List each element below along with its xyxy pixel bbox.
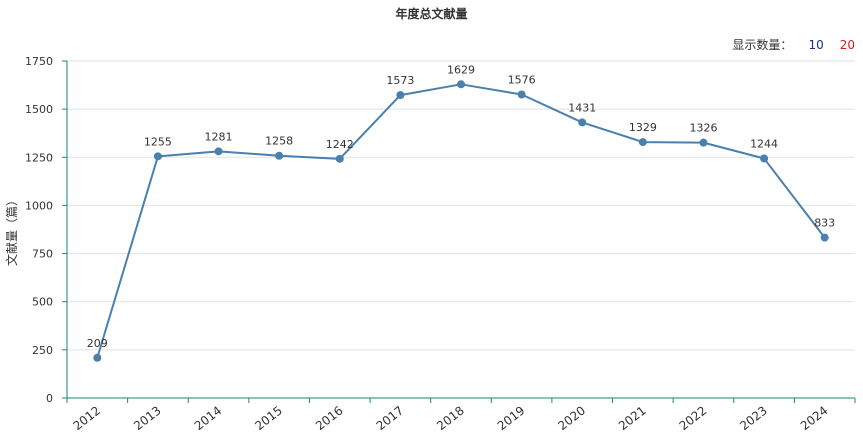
data-label: 1431 bbox=[568, 101, 596, 114]
y-tick-labels: 0 250 500 750 1000 1250 1500 1750 bbox=[25, 55, 53, 405]
count-option-10[interactable]: 10 bbox=[808, 37, 824, 52]
x-tick-labels: 2012 2013 2014 2015 2016 2017 2018 2019 2020 2021… bbox=[70, 403, 830, 433]
data-label: 1576 bbox=[508, 74, 536, 87]
data-point bbox=[517, 90, 526, 99]
y-tick-label: 500 bbox=[32, 296, 53, 309]
data-label: 209 bbox=[87, 337, 108, 350]
data-label: 1242 bbox=[326, 138, 354, 151]
x-tick-label: 2023 bbox=[737, 403, 770, 433]
x-tick-label: 2024 bbox=[798, 403, 831, 433]
display-count-label: 显示数量： bbox=[732, 38, 793, 52]
data-labels: 209 1255 1281 1258 1242 1573 1629 1576 1431 1329 1… bbox=[87, 63, 835, 349]
data-point bbox=[820, 233, 829, 242]
data-label: 833 bbox=[814, 217, 835, 230]
data-point bbox=[578, 118, 587, 127]
x-tick-label: 2020 bbox=[555, 403, 588, 433]
data-point bbox=[457, 80, 465, 89]
data-label: 1629 bbox=[447, 63, 475, 76]
data-label: 1258 bbox=[265, 135, 293, 148]
display-count-selector: 显示数量： 10 20 bbox=[732, 36, 855, 53]
data-label: 1326 bbox=[689, 122, 717, 135]
y-tick-label: 250 bbox=[32, 344, 53, 357]
data-point bbox=[214, 147, 223, 156]
data-point bbox=[638, 138, 647, 147]
series bbox=[93, 80, 829, 362]
data-point bbox=[153, 152, 162, 161]
data-label: 1281 bbox=[205, 130, 233, 143]
data-label: 1329 bbox=[629, 121, 657, 134]
y-tick-label: 750 bbox=[32, 248, 53, 261]
y-tick-label: 1750 bbox=[25, 55, 53, 68]
axes bbox=[62, 60, 856, 403]
y-axis-label: 文献量（篇） bbox=[4, 194, 19, 266]
x-tick-label: 2013 bbox=[131, 403, 164, 433]
y-tick-label: 1250 bbox=[25, 151, 53, 164]
x-tick-label: 2017 bbox=[374, 403, 407, 433]
y-tick-label: 0 bbox=[46, 392, 53, 405]
x-tick-label: 2016 bbox=[313, 403, 346, 433]
data-label: 1255 bbox=[144, 135, 172, 148]
x-tick-label: 2014 bbox=[192, 403, 225, 433]
data-point bbox=[760, 154, 769, 163]
x-tick-label: 2018 bbox=[434, 403, 467, 433]
x-tick-label: 2012 bbox=[70, 403, 103, 433]
data-label: 1244 bbox=[750, 137, 778, 150]
x-tick-label: 2019 bbox=[495, 403, 528, 433]
data-point bbox=[275, 151, 284, 160]
grid-lines bbox=[67, 60, 855, 351]
x-tick-label: 2021 bbox=[616, 403, 649, 433]
count-option-20[interactable]: 20 bbox=[839, 37, 855, 52]
data-point bbox=[93, 353, 102, 362]
y-tick-label: 1000 bbox=[25, 199, 53, 212]
x-tick-label: 2022 bbox=[677, 403, 710, 433]
x-tick-label: 2015 bbox=[252, 403, 285, 433]
y-tick-label: 1500 bbox=[25, 103, 53, 116]
data-point bbox=[335, 154, 344, 163]
data-point bbox=[396, 91, 405, 100]
data-label: 1573 bbox=[386, 74, 414, 87]
data-point bbox=[699, 138, 708, 147]
chart-title: 年度总文献量 bbox=[395, 7, 468, 21]
